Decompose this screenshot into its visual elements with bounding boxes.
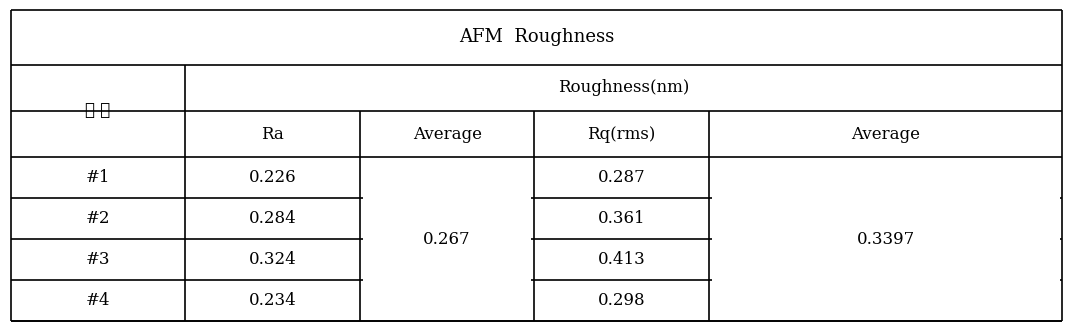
Text: Average: Average [413,125,482,143]
Text: Roughness(nm): Roughness(nm) [558,79,690,96]
Text: 0.361: 0.361 [598,210,646,227]
Text: 0.267: 0.267 [424,231,471,248]
Text: 0.234: 0.234 [249,292,296,309]
Text: 0.287: 0.287 [598,169,646,186]
Text: #4: #4 [86,292,111,309]
Text: 0.298: 0.298 [598,292,646,309]
Text: AFM  Roughness: AFM Roughness [459,28,614,46]
Text: 0.3397: 0.3397 [856,231,915,248]
Text: Average: Average [851,125,921,143]
Text: Ra: Ra [261,125,284,143]
Text: #3: #3 [86,251,111,268]
Text: 0.413: 0.413 [598,251,646,268]
Text: #2: #2 [86,210,111,227]
Text: 시 료: 시 료 [86,102,111,119]
Text: 0.324: 0.324 [249,251,296,268]
Text: #1: #1 [86,169,111,186]
Text: 0.284: 0.284 [249,210,296,227]
Text: Rq(rms): Rq(rms) [588,125,656,143]
Text: 0.226: 0.226 [249,169,296,186]
